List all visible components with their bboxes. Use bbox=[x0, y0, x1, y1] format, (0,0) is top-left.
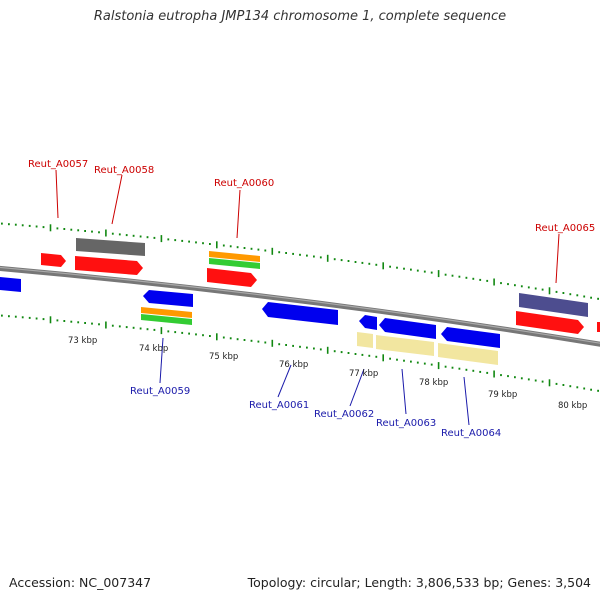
scale-label: 78 kbp bbox=[419, 378, 448, 388]
scale-labels: 73 kbp 74 kbp 75 kbp 76 kbp 77 kbp 78 kb… bbox=[68, 336, 587, 411]
misc-feature[interactable] bbox=[376, 335, 434, 356]
mrna-feature[interactable] bbox=[141, 314, 192, 325]
forward-gene-labels: Reut_A0057 Reut_A0058 Reut_A0060 Reut_A0… bbox=[28, 159, 595, 234]
scale-label: 77 kbp bbox=[349, 369, 378, 379]
map-title: Ralstonia eutropha JMP134 chromosome 1, … bbox=[93, 9, 507, 24]
reverse-cds-feature[interactable] bbox=[0, 277, 21, 292]
gene-label-reut-a0060[interactable]: Reut_A0060 bbox=[214, 178, 274, 189]
reverse-features bbox=[0, 277, 500, 365]
reverse-cds-feature[interactable] bbox=[359, 315, 377, 330]
forward-features bbox=[41, 238, 600, 334]
gene-label-reut-a0065[interactable]: Reut_A0065 bbox=[535, 223, 595, 234]
genome-summary: Topology: circular; Length: 3,806,533 bp… bbox=[247, 575, 591, 590]
rna-feature[interactable] bbox=[141, 307, 192, 318]
rna-feature[interactable] bbox=[209, 251, 260, 262]
misc-feature[interactable] bbox=[438, 343, 498, 365]
scale-label: 74 kbp bbox=[139, 344, 168, 354]
scale-label: 75 kbp bbox=[209, 352, 238, 362]
cds-feature[interactable] bbox=[75, 256, 143, 275]
scale-label: 79 kbp bbox=[488, 390, 517, 400]
gene-feature[interactable] bbox=[519, 293, 588, 317]
reverse-scale-ticks bbox=[0, 314, 599, 392]
gene-label-reut-a0063[interactable]: Reut_A0063 bbox=[376, 418, 436, 429]
callout-lines bbox=[55, 169, 560, 426]
chromosome-backbone-highlight bbox=[0, 266, 600, 344]
reverse-gene-labels: Reut_A0059 Reut_A0061 Reut_A0062 Reut_A0… bbox=[130, 386, 501, 439]
cds-feature[interactable] bbox=[516, 311, 584, 334]
scale-label: 80 kbp bbox=[558, 401, 587, 411]
gene-label-reut-a0059[interactable]: Reut_A0059 bbox=[130, 386, 190, 397]
scale-label: 76 kbp bbox=[279, 360, 308, 370]
gene-label-reut-a0057[interactable]: Reut_A0057 bbox=[28, 159, 88, 170]
gene-label-reut-a0058[interactable]: Reut_A0058 bbox=[94, 165, 154, 176]
accession-text: Accession: NC_007347 bbox=[9, 575, 152, 590]
cds-feature[interactable] bbox=[207, 268, 257, 287]
reverse-cds-feature[interactable] bbox=[262, 302, 338, 325]
reverse-cds-feature[interactable] bbox=[143, 290, 193, 307]
reverse-cds-feature[interactable] bbox=[379, 318, 436, 339]
scale-label: 73 kbp bbox=[68, 336, 97, 346]
forward-scale-ticks bbox=[0, 222, 599, 300]
gene-label-reut-a0064[interactable]: Reut_A0064 bbox=[441, 428, 501, 439]
mrna-feature[interactable] bbox=[209, 258, 260, 269]
cds-feature[interactable] bbox=[41, 253, 66, 267]
gene-label-reut-a0062[interactable]: Reut_A0062 bbox=[314, 409, 374, 420]
chromosome-backbone bbox=[0, 265, 600, 347]
misc-feature[interactable] bbox=[357, 332, 373, 348]
gene-feature[interactable] bbox=[76, 238, 145, 256]
cds-feature[interactable] bbox=[597, 322, 600, 332]
reverse-cds-feature[interactable] bbox=[441, 327, 500, 348]
gene-label-reut-a0061[interactable]: Reut_A0061 bbox=[249, 400, 309, 411]
